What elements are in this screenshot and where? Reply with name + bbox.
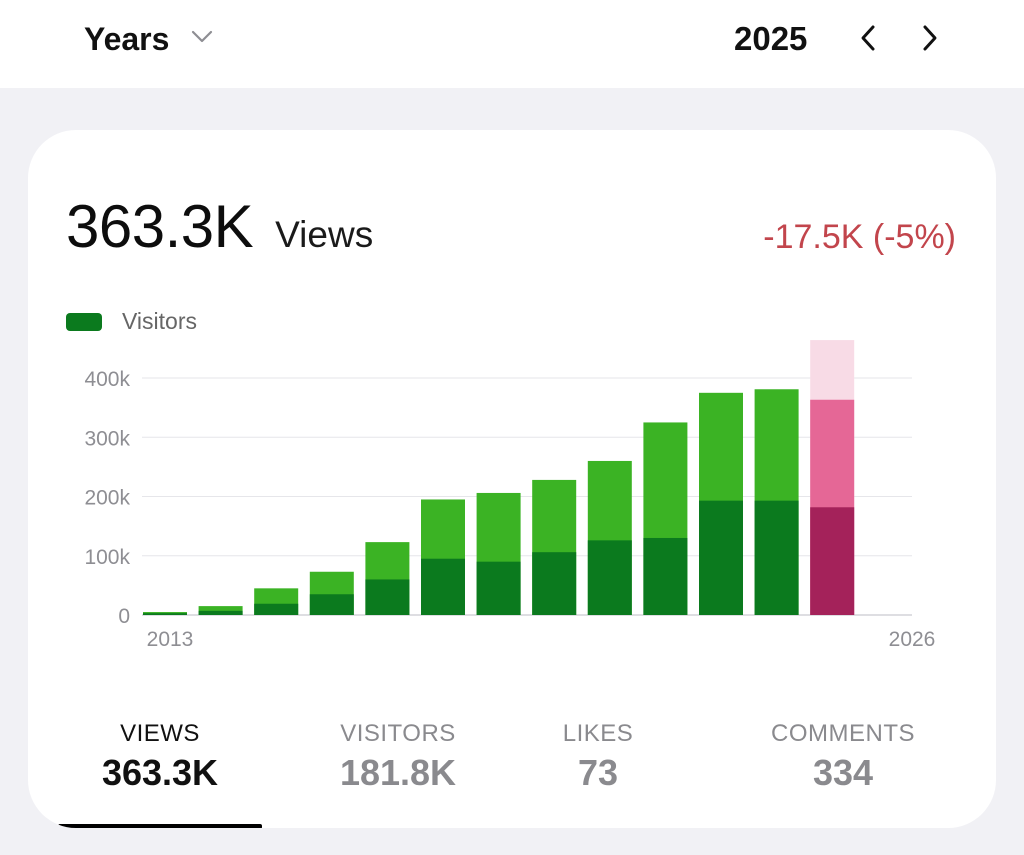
bar-visitors [699, 500, 743, 615]
y-tick-label: 300k [84, 427, 130, 450]
total-unit: Views [275, 214, 374, 255]
stats-card: 363.3K Views -17.5K (-5%) Visitors 0 100k… [28, 130, 996, 828]
bar-visitors [254, 603, 299, 615]
tab-comments-title: COMMENTS [771, 720, 915, 747]
x-tick-label: 2026 [889, 628, 936, 651]
bar-views [198, 606, 243, 615]
bar-visitors [476, 561, 521, 615]
y-tick-label: 200k [84, 487, 130, 510]
period-label: Years [84, 20, 170, 57]
chevron-down-icon [191, 30, 213, 49]
top-bar: Years 2025 [0, 0, 1024, 88]
tab-likes-value: 73 [577, 752, 619, 793]
bar-visitors [365, 579, 410, 615]
active-tab-indicator [58, 824, 262, 828]
year-label: 2025 [734, 20, 808, 57]
tab-likes[interactable]: LIKES 73 [518, 720, 678, 794]
legend-swatch [66, 312, 102, 331]
tab-visitors-title: VISITORS [340, 720, 456, 747]
bar-visitors [810, 507, 855, 615]
chevron-right-icon [923, 25, 937, 51]
y-tick-label: 400k [84, 368, 130, 391]
bar-visitors [532, 552, 577, 615]
chevron-left-icon [861, 25, 875, 51]
total-value: 363.3K [66, 193, 254, 260]
change-indicator: -17.5K (-5%) [763, 218, 956, 256]
tab-views[interactable]: VIEWS 363.3K [58, 720, 262, 794]
tab-views-value: 363.3K [101, 752, 219, 793]
bar-visitors [309, 594, 354, 615]
bar-visitors [143, 613, 187, 615]
bar-visitors [643, 537, 688, 615]
legend-label: Visitors [122, 308, 197, 334]
y-tick-label: 100k [84, 546, 130, 569]
bar-chart: 0 100k 200k 300k 400k 2013 2026 [84, 340, 936, 651]
chart-legend: Visitors [66, 308, 197, 335]
tab-visitors-value: 181.8K [339, 752, 457, 793]
tab-comments[interactable]: COMMENTS 334 [748, 720, 938, 794]
previous-period-button[interactable] [850, 20, 886, 56]
y-tick-label: 0 [118, 605, 130, 628]
tab-views-title: VIEWS [120, 720, 200, 747]
bar-visitors [421, 558, 465, 615]
tab-visitors[interactable]: VISITORS 181.8K [296, 720, 500, 794]
bar-visitors [754, 500, 799, 615]
next-period-button[interactable] [912, 20, 948, 56]
x-tick-label: 2013 [147, 628, 194, 651]
metric-tabs: VIEWS 363.3K VISITORS 181.8K LIKES 73 CO… [28, 720, 996, 828]
tab-likes-title: LIKES [562, 720, 634, 747]
tab-comments-value: 334 [812, 752, 874, 793]
headline: 363.3K Views [66, 192, 373, 261]
period-selector[interactable]: Years [84, 16, 213, 62]
bar-visitors [198, 610, 243, 615]
bar-visitors [587, 540, 632, 615]
